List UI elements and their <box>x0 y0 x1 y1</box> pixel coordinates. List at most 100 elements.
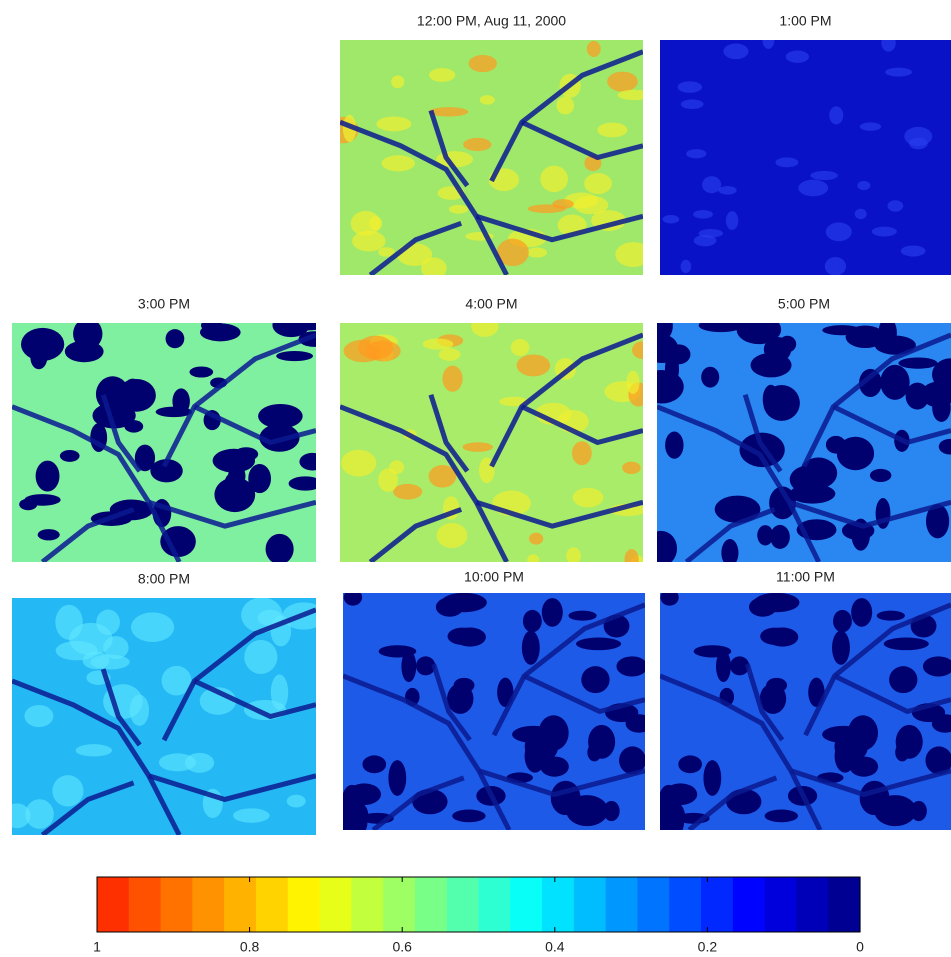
heatmap-spot <box>825 222 852 242</box>
heatmap-spot <box>584 173 612 195</box>
heatmap-blob <box>762 384 779 414</box>
heatmap-spot <box>442 365 463 392</box>
heatmap-blob <box>258 403 303 429</box>
heatmap-blob <box>234 447 259 462</box>
panel-title: 11:00 PM <box>776 569 835 585</box>
heatmap-channel <box>340 119 509 275</box>
colorbar-step <box>637 877 670 932</box>
heatmap-channel <box>742 393 783 473</box>
heatmap-spot <box>624 549 639 562</box>
heatmap-spot <box>389 460 405 475</box>
heatmap-spot <box>881 40 896 52</box>
colorbar-step <box>796 877 829 932</box>
heatmap-blob <box>73 323 103 350</box>
heatmap-blob <box>729 656 750 676</box>
heatmap-blob <box>660 807 685 830</box>
heatmap-blob <box>452 809 486 823</box>
heatmap-blob <box>869 468 892 482</box>
heatmap-blob <box>347 783 382 806</box>
heatmap-spot <box>479 95 495 105</box>
heatmap-blob <box>415 656 436 676</box>
heatmap-spot <box>693 234 717 247</box>
heatmap-blob <box>587 743 602 762</box>
heatmap-image <box>660 40 951 275</box>
heatmap-blob <box>766 677 788 693</box>
heatmap-spot <box>885 67 912 77</box>
heatmap-spot <box>810 170 838 181</box>
heatmap-blob <box>721 539 739 562</box>
colorbar-step <box>383 877 416 932</box>
heatmap-blob <box>453 677 475 693</box>
heatmap-image <box>12 323 316 562</box>
heatmap-spot <box>617 89 643 101</box>
heatmap-panel <box>660 593 951 830</box>
heatmap-spot <box>785 50 810 63</box>
heatmap-channel <box>428 393 470 473</box>
heatmap-blob <box>524 730 559 763</box>
heatmap-spot <box>75 744 113 757</box>
colorbar-step <box>414 877 448 932</box>
heatmap-spot <box>422 338 454 350</box>
heatmap-spot <box>52 775 84 807</box>
heatmap-blob <box>851 598 873 627</box>
heatmap-image <box>340 323 643 562</box>
heatmap-channel <box>100 668 142 747</box>
heatmap-blob <box>834 730 868 763</box>
heatmap-spot <box>396 243 433 266</box>
heatmap-image <box>340 40 643 275</box>
heatmap-blob <box>124 420 144 433</box>
heatmap-blob <box>770 524 790 549</box>
heatmap-spot <box>680 99 704 110</box>
heatmap-channel <box>478 768 645 797</box>
heatmap-channel <box>489 332 643 468</box>
colorbar-step <box>542 877 575 932</box>
heatmap-channel <box>40 507 135 562</box>
heatmap-spot <box>680 259 692 274</box>
colorbar-step <box>605 877 639 932</box>
heatmap-blob <box>568 610 597 621</box>
heatmap-spot <box>775 157 799 168</box>
heatmap-blob <box>521 630 540 665</box>
heatmap-spot <box>626 370 640 394</box>
heatmap-panel <box>340 40 643 275</box>
heatmap-blob <box>108 394 133 418</box>
heatmap-blob <box>703 760 722 796</box>
heatmap-panel <box>657 323 951 562</box>
heatmap-channel <box>520 119 643 160</box>
heatmap-blob <box>619 746 645 775</box>
heatmap-spot <box>854 208 867 220</box>
heatmap-spot <box>463 137 492 152</box>
heatmap-channel <box>803 602 951 737</box>
heatmap-blob <box>401 650 417 683</box>
heatmap-blob <box>59 449 80 462</box>
heatmap-spot <box>762 40 775 49</box>
heatmap-blob <box>714 495 761 523</box>
heatmap-channel <box>431 663 472 742</box>
heatmap-spot <box>857 180 871 191</box>
colorbar-tick-label: 0.8 <box>240 939 260 955</box>
colorbar-step <box>192 877 225 932</box>
colorbar-step <box>701 877 734 932</box>
heatmap-spot <box>341 449 377 477</box>
heatmap-spot <box>286 794 306 808</box>
colorbar-tick-label: 0.4 <box>545 939 565 955</box>
heatmap-spot <box>471 323 499 337</box>
heatmap-blob <box>19 498 38 511</box>
heatmap-spot <box>185 752 215 773</box>
heatmap-spot <box>244 639 278 675</box>
heatmap-channel <box>523 673 645 714</box>
heatmap-channel <box>40 780 135 835</box>
colorbar-step <box>224 877 257 932</box>
heatmap-spot <box>393 483 423 500</box>
heatmap-blob <box>214 477 256 513</box>
heatmap-spot <box>571 441 592 466</box>
heatmap-channel <box>744 663 785 742</box>
heatmap-channel <box>428 109 470 188</box>
heatmap-spot <box>130 612 175 643</box>
heatmap-blob <box>299 452 316 471</box>
heatmap-spot <box>677 81 703 93</box>
heatmap-spot <box>871 226 897 237</box>
heatmap-blob <box>581 666 610 694</box>
heatmap-spot <box>69 622 113 656</box>
heatmap-spot <box>499 396 529 407</box>
